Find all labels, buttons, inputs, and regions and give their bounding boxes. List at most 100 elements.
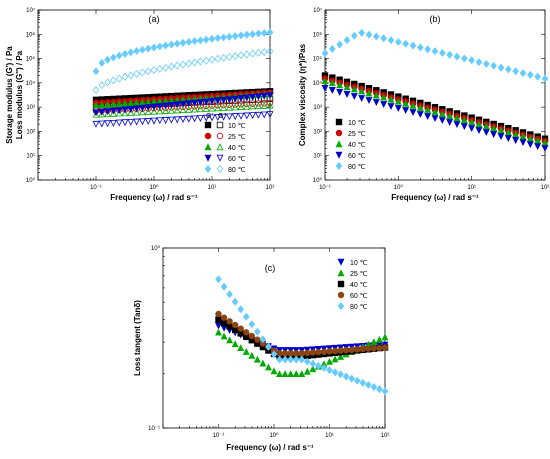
- data-point: [376, 335, 383, 343]
- data-point: [173, 106, 181, 114]
- data-point: [156, 64, 164, 73]
- data-point: [220, 319, 228, 327]
- legend-label: 40 ℃: [348, 142, 366, 149]
- data-point: [215, 316, 222, 323]
- data-point: [191, 99, 199, 107]
- data-point: [329, 44, 336, 53]
- data-point: [150, 66, 158, 75]
- data-point: [104, 78, 111, 87]
- data-point: [259, 359, 267, 367]
- data-point: [115, 51, 123, 60]
- x-tick-label: 10⁻¹: [319, 185, 331, 191]
- data-point: [92, 110, 100, 118]
- data-point: [321, 85, 329, 92]
- data-point: [541, 74, 549, 83]
- data-point: [266, 28, 274, 37]
- data-point: [214, 54, 222, 63]
- data-point: [243, 50, 251, 59]
- y-tick-label: 10⁶: [26, 31, 36, 38]
- data-point: [133, 108, 141, 116]
- data-point: [226, 323, 233, 330]
- y-tick-label: 10⁻¹: [148, 426, 160, 432]
- data-point: [342, 347, 350, 354]
- data-point: [460, 116, 468, 124]
- data-point: [446, 112, 454, 120]
- data-point: [394, 105, 402, 112]
- data-point: [331, 347, 339, 355]
- data-point: [438, 110, 446, 117]
- data-point: [237, 95, 245, 103]
- series-4: [215, 275, 389, 396]
- legend-marker: [216, 121, 224, 129]
- data-point: [270, 350, 278, 359]
- legend-header: G'': [218, 113, 226, 120]
- panel-label: (b): [430, 14, 441, 24]
- data-point: [133, 47, 140, 56]
- data-point: [326, 348, 333, 355]
- data-point: [156, 103, 164, 111]
- data-point: [150, 117, 158, 125]
- data-point: [315, 361, 322, 370]
- data-point: [226, 290, 233, 299]
- data-point: [243, 112, 251, 120]
- data-point: [191, 115, 199, 123]
- y-tick-label: 10⁵: [313, 56, 323, 63]
- panel-label: (a): [149, 14, 160, 24]
- data-point: [376, 344, 383, 352]
- data-point: [127, 105, 135, 113]
- data-point: [226, 32, 233, 41]
- data-point: [243, 329, 250, 336]
- data-point: [127, 108, 135, 116]
- legend-marker: [204, 132, 212, 140]
- data-point: [380, 93, 388, 101]
- data-point: [109, 100, 117, 108]
- data-point: [266, 99, 274, 107]
- y-tick-label: 10²: [26, 129, 35, 135]
- legend-marker: [216, 132, 224, 140]
- data-point: [121, 106, 129, 114]
- data-point: [121, 72, 129, 81]
- x-tick-label: 10⁰: [269, 432, 279, 439]
- data-point: [168, 62, 175, 71]
- data-point: [475, 120, 483, 128]
- y-tick-label: 10²: [313, 129, 322, 135]
- data-point: [387, 36, 395, 45]
- data-point: [254, 336, 261, 343]
- data-point: [438, 117, 446, 125]
- data-point: [242, 312, 250, 321]
- data-point: [98, 58, 106, 67]
- data-point: [179, 38, 187, 47]
- data-point: [133, 118, 141, 126]
- data-point: [121, 109, 129, 117]
- data-point: [173, 101, 181, 109]
- data-point: [348, 346, 355, 354]
- data-point: [342, 372, 350, 381]
- data-point: [309, 349, 317, 356]
- data-point: [202, 114, 210, 122]
- legend-marker: [335, 118, 343, 126]
- legend-header: G': [206, 113, 213, 120]
- data-point: [304, 349, 311, 357]
- series-4: [321, 28, 549, 83]
- data-point: [249, 30, 256, 39]
- x-tick-label: 10⁰: [149, 184, 159, 191]
- data-point: [208, 34, 216, 43]
- data-point: [409, 101, 417, 109]
- data-point: [249, 112, 257, 120]
- data-point: [453, 52, 461, 61]
- data-point: [179, 116, 187, 123]
- data-point: [231, 113, 239, 121]
- data-point: [139, 45, 146, 54]
- data-point: [144, 118, 152, 125]
- data-point: [109, 107, 117, 115]
- data-point: [526, 141, 534, 149]
- y-axis-label: Loss tangent (Tanδ): [133, 300, 142, 376]
- data-point: [225, 113, 233, 121]
- data-point: [237, 112, 245, 120]
- data-point: [394, 97, 402, 105]
- y-axis-label: Complex viscosity (η*)/Pas: [298, 43, 307, 146]
- data-point: [220, 282, 228, 291]
- legend-marker: [335, 162, 343, 170]
- data-point: [365, 89, 373, 97]
